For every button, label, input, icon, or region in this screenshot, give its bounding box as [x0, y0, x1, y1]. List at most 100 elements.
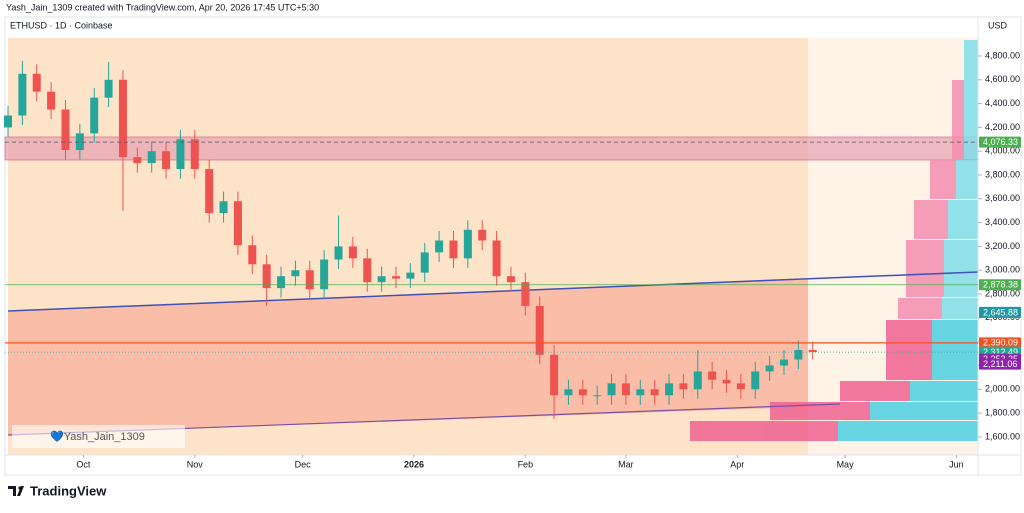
- profile-bar: [838, 421, 978, 441]
- y-tick-label: 2,800.00: [985, 288, 1020, 298]
- y-tick-label: 3,600.00: [985, 193, 1020, 203]
- profile-bar: [910, 381, 978, 401]
- profile-bar: [770, 402, 870, 420]
- candle-body: [435, 240, 444, 253]
- candle-body: [377, 276, 386, 283]
- profile-bar: [964, 40, 978, 159]
- candle-body: [492, 240, 501, 277]
- candle-body: [248, 245, 257, 265]
- candle-body: [420, 252, 429, 273]
- candle-body: [665, 383, 674, 396]
- candle-body: [233, 201, 242, 246]
- candle-body: [636, 389, 645, 396]
- candle-body: [147, 151, 156, 164]
- candle-body: [751, 371, 760, 390]
- price-tag-label: 2,390.09: [983, 338, 1018, 348]
- price-tag-label: 2,312.49: [983, 347, 1018, 357]
- y-tick-label: 2,000.00: [985, 384, 1020, 394]
- profile-bar: [870, 402, 978, 420]
- y-tick-label: 3,800.00: [985, 169, 1020, 179]
- x-tick-label: Mar: [618, 459, 634, 469]
- profile-bar: [944, 240, 978, 297]
- candle-body: [190, 139, 199, 170]
- y-tick-label: 3,200.00: [985, 241, 1020, 251]
- price-tag-label: 2,878.38: [983, 280, 1018, 290]
- candle-body: [90, 97, 99, 134]
- caption: Yash_Jain_1309 created with TradingView.…: [6, 2, 319, 12]
- price-tag: [979, 337, 1021, 349]
- candle-body: [593, 395, 602, 397]
- brand: TradingView: [30, 483, 107, 498]
- candle-body: [291, 270, 300, 277]
- candle-body: [708, 371, 717, 380]
- price-tag: [979, 279, 1021, 291]
- candle-body: [607, 383, 616, 396]
- candle-body: [104, 79, 113, 98]
- y-tick-label: 1,600.00: [985, 431, 1020, 441]
- candle-body: [320, 259, 329, 290]
- candle-body: [133, 157, 142, 164]
- candle-body: [463, 229, 472, 259]
- candle-body: [449, 240, 458, 259]
- symbol: ETHUSD · 1D · Coinbase: [10, 20, 113, 30]
- profile-bar: [952, 80, 964, 159]
- candle-body: [478, 229, 487, 241]
- y-tick-label: 1,800.00: [985, 407, 1020, 417]
- y-tick-label: 4,000.00: [985, 146, 1020, 156]
- candle-body: [305, 270, 314, 290]
- candle-body: [4, 115, 12, 128]
- logo-mark: [8, 486, 24, 496]
- y-tick-label: 4,200.00: [985, 122, 1020, 132]
- candle-body: [334, 246, 343, 260]
- candle-body: [736, 383, 745, 390]
- profile-bar: [886, 320, 932, 380]
- x-tick-label: Apr: [730, 459, 744, 469]
- candle-body: [61, 109, 70, 151]
- profile-bar: [690, 421, 838, 441]
- profile-bar: [948, 200, 978, 239]
- profile-bar: [942, 298, 978, 319]
- profile-bar: [840, 381, 910, 401]
- candle-body: [219, 201, 228, 214]
- candle-body: [18, 73, 27, 116]
- x-tick-label: May: [837, 459, 855, 469]
- x-tick-label: Oct: [76, 459, 91, 469]
- price-tag-label: 4,076.33: [983, 137, 1018, 147]
- candle-body: [722, 379, 731, 384]
- watermark: 💙Yash_Jain_1309: [50, 430, 145, 443]
- currency: USD: [988, 20, 1008, 30]
- candle-body: [262, 264, 271, 289]
- candle-body: [277, 276, 286, 289]
- y-tick-label: 4,800.00: [985, 50, 1020, 60]
- profile-bar: [898, 298, 942, 319]
- x-tick-label: Dec: [295, 459, 312, 469]
- candle-body: [162, 151, 171, 170]
- price-tag: [979, 136, 1021, 148]
- profile-bar: [930, 160, 956, 199]
- profile-bar: [956, 160, 978, 199]
- candle-body: [780, 359, 788, 366]
- zone: [8, 279, 808, 435]
- candle-body: [765, 365, 774, 372]
- candle-body: [550, 354, 559, 396]
- candle-body: [794, 350, 803, 360]
- x-tick-label: Nov: [187, 459, 204, 469]
- candle-body: [679, 383, 688, 390]
- candle-body: [348, 246, 357, 259]
- candle-body: [808, 350, 817, 353]
- y-tick-label: 3,400.00: [985, 217, 1020, 227]
- logo-dot: [18, 486, 22, 490]
- y-tick-label: 3,000.00: [985, 265, 1020, 275]
- volume-profile: [690, 40, 978, 441]
- candle-body: [176, 139, 185, 170]
- candle-body: [392, 276, 400, 279]
- candle-body: [47, 91, 56, 110]
- x-tick-label: Jun: [949, 459, 964, 469]
- watermark-box: [12, 425, 185, 448]
- y-tick-label: 4,400.00: [985, 98, 1020, 108]
- y-tick-label: 4,600.00: [985, 74, 1020, 84]
- trend-line: [7, 271, 979, 312]
- profile-bar: [932, 320, 978, 380]
- candle-body: [535, 305, 544, 355]
